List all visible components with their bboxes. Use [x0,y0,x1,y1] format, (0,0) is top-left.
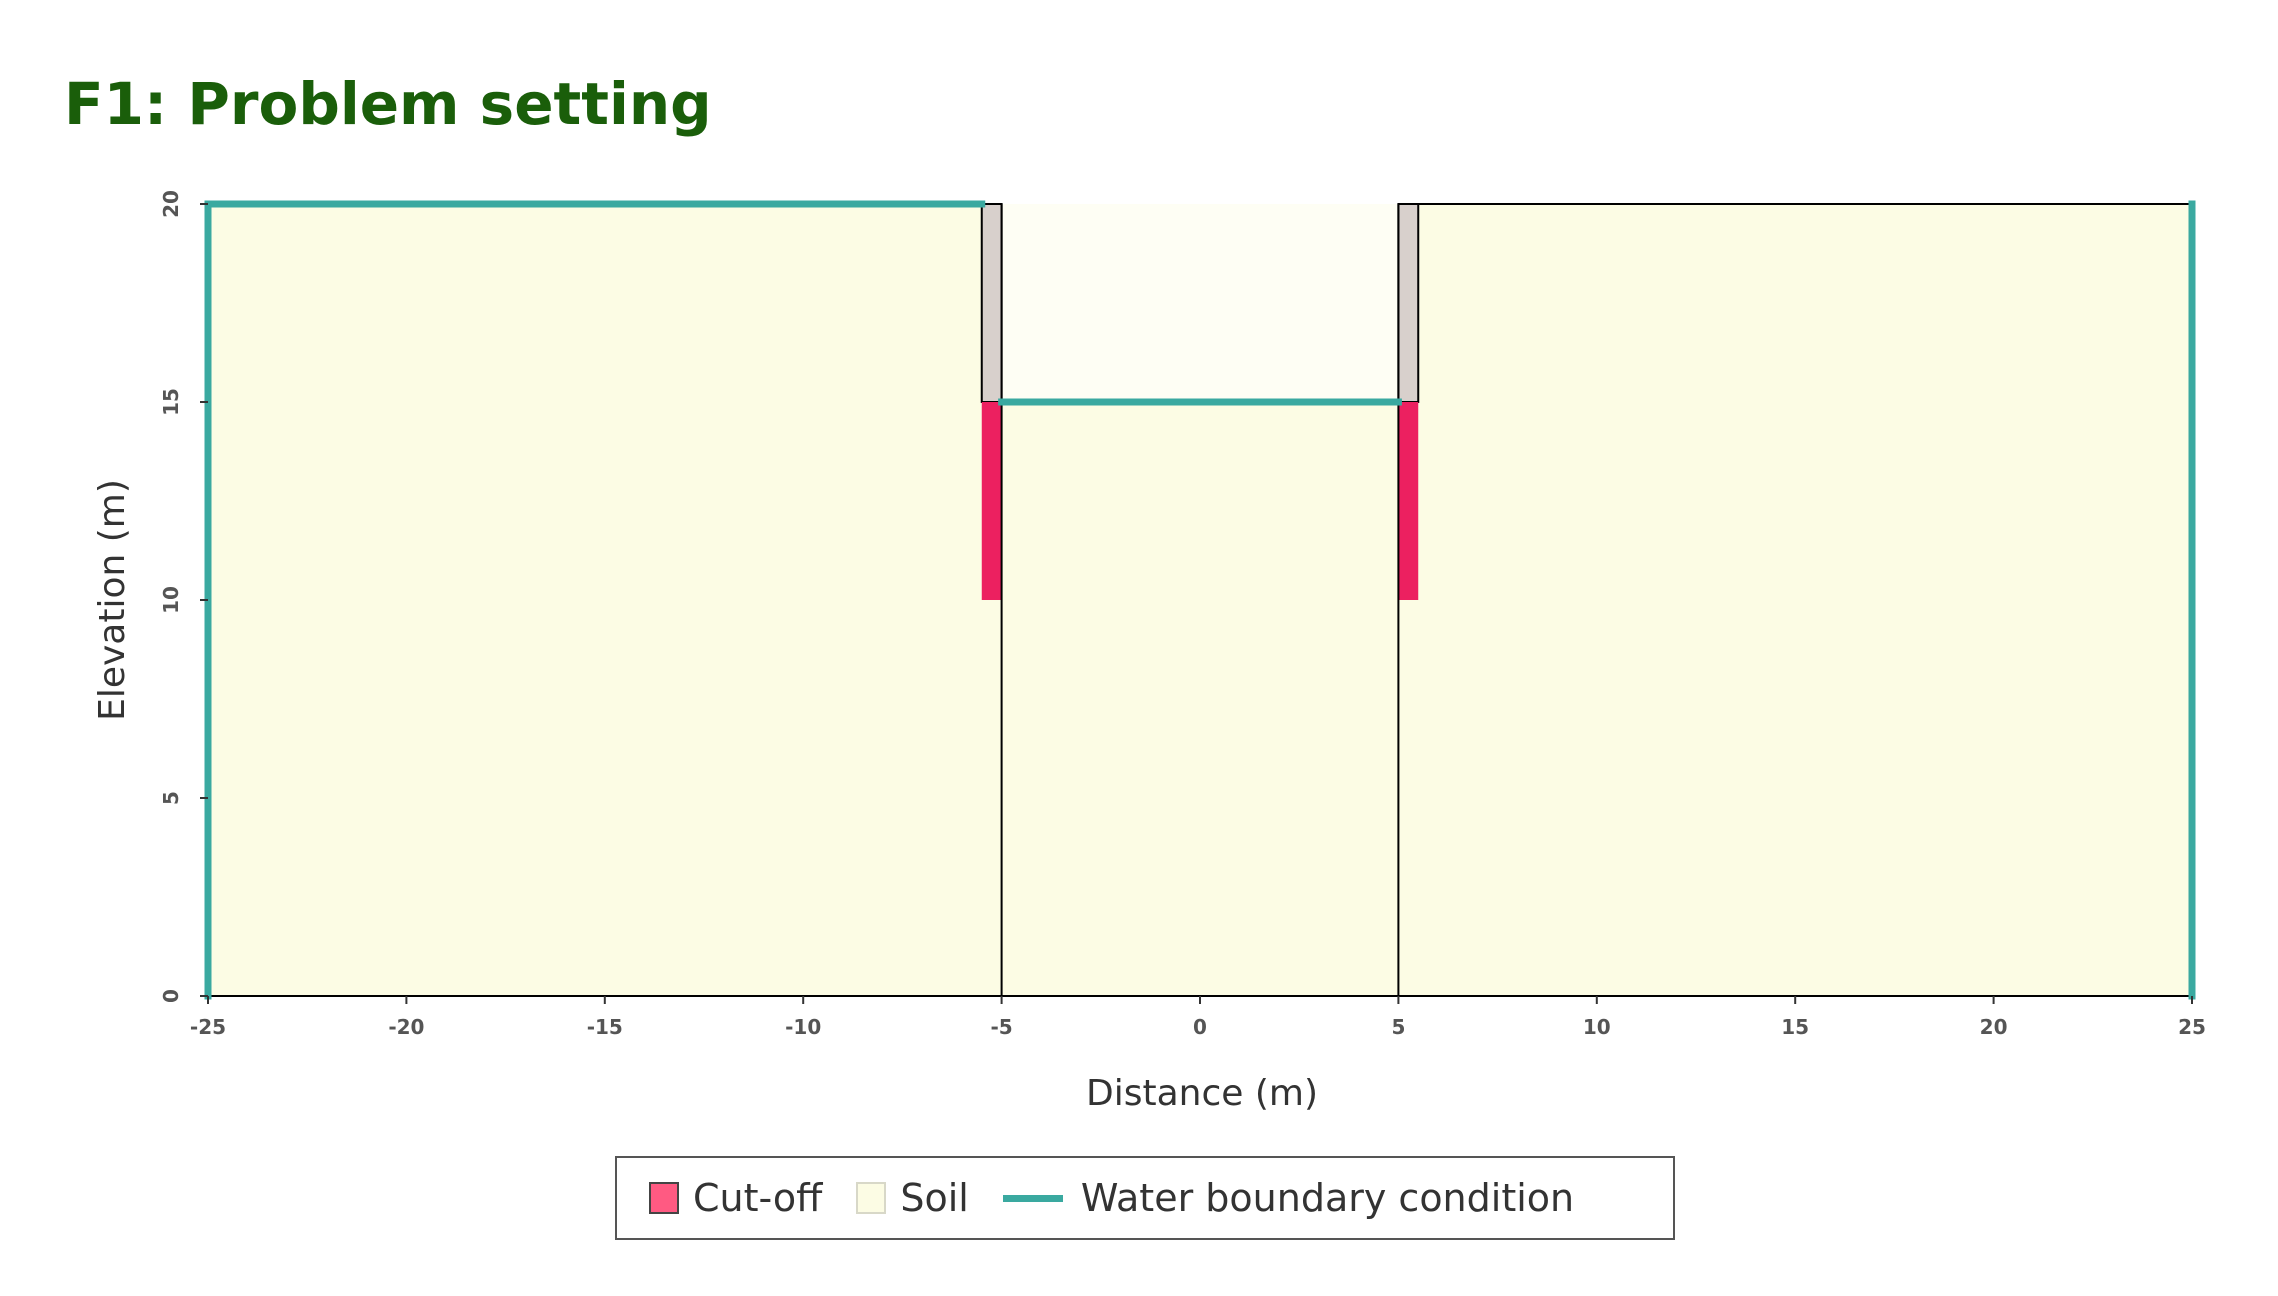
right-cutoff [1398,402,1419,600]
excavation-area [1001,204,1399,402]
y-tick-label: 0 [159,989,183,1003]
left-wall [980,203,1003,403]
x-tick-label: -25 [190,1015,226,1039]
x-tick-label: -5 [990,1015,1012,1039]
x-tick-label: 25 [2178,1015,2206,1039]
x-ticks: -25 -20 -15 -10 -5 0 5 10 15 20 25 [190,996,2206,1039]
legend: Cut-off Soil Water boundary condition [615,1156,1675,1240]
y-tick-label: 5 [159,791,183,805]
x-tick-label: -10 [785,1015,821,1039]
left-soil [208,204,1002,996]
legend-item-water: Water boundary condition [1002,1176,1575,1220]
legend-item-cutoff: Cut-off [649,1176,822,1220]
y-tick-label: 10 [159,586,183,614]
x-tick-label: -20 [388,1015,424,1039]
legend-label-water: Water boundary condition [1080,1176,1575,1220]
page-title: F1: Problem setting [64,70,712,138]
water-line-swatch [1002,1194,1063,1202]
cutoff-layer [981,402,1419,600]
x-axis-title: Distance (m) [1086,1073,1318,1114]
legend-item-soil: Soil [856,1176,969,1220]
y-tick-label: 20 [159,190,183,218]
y-tick-label: 15 [159,388,183,416]
legend-label-soil: Soil [900,1176,969,1220]
left-cutoff [981,402,1002,600]
right-soil [1398,204,2192,996]
right-wall [1397,203,1420,403]
x-tick-label: 10 [1583,1015,1611,1039]
x-tick-label: 0 [1193,1015,1207,1039]
soil-layer [208,204,2192,996]
x-tick-label: 20 [1980,1015,2008,1039]
y-ticks: 0 5 10 15 20 [159,190,208,1003]
x-tick-label: -15 [587,1015,623,1039]
y-axis-title: Elevation (m) [92,479,133,721]
cutoff-swatch [649,1182,679,1214]
x-tick-label: 15 [1781,1015,1809,1039]
legend-label-cutoff: Cut-off [693,1176,823,1220]
soil-swatch [856,1182,887,1214]
middle-soil [1001,402,1399,996]
x-tick-label: 5 [1391,1015,1405,1039]
